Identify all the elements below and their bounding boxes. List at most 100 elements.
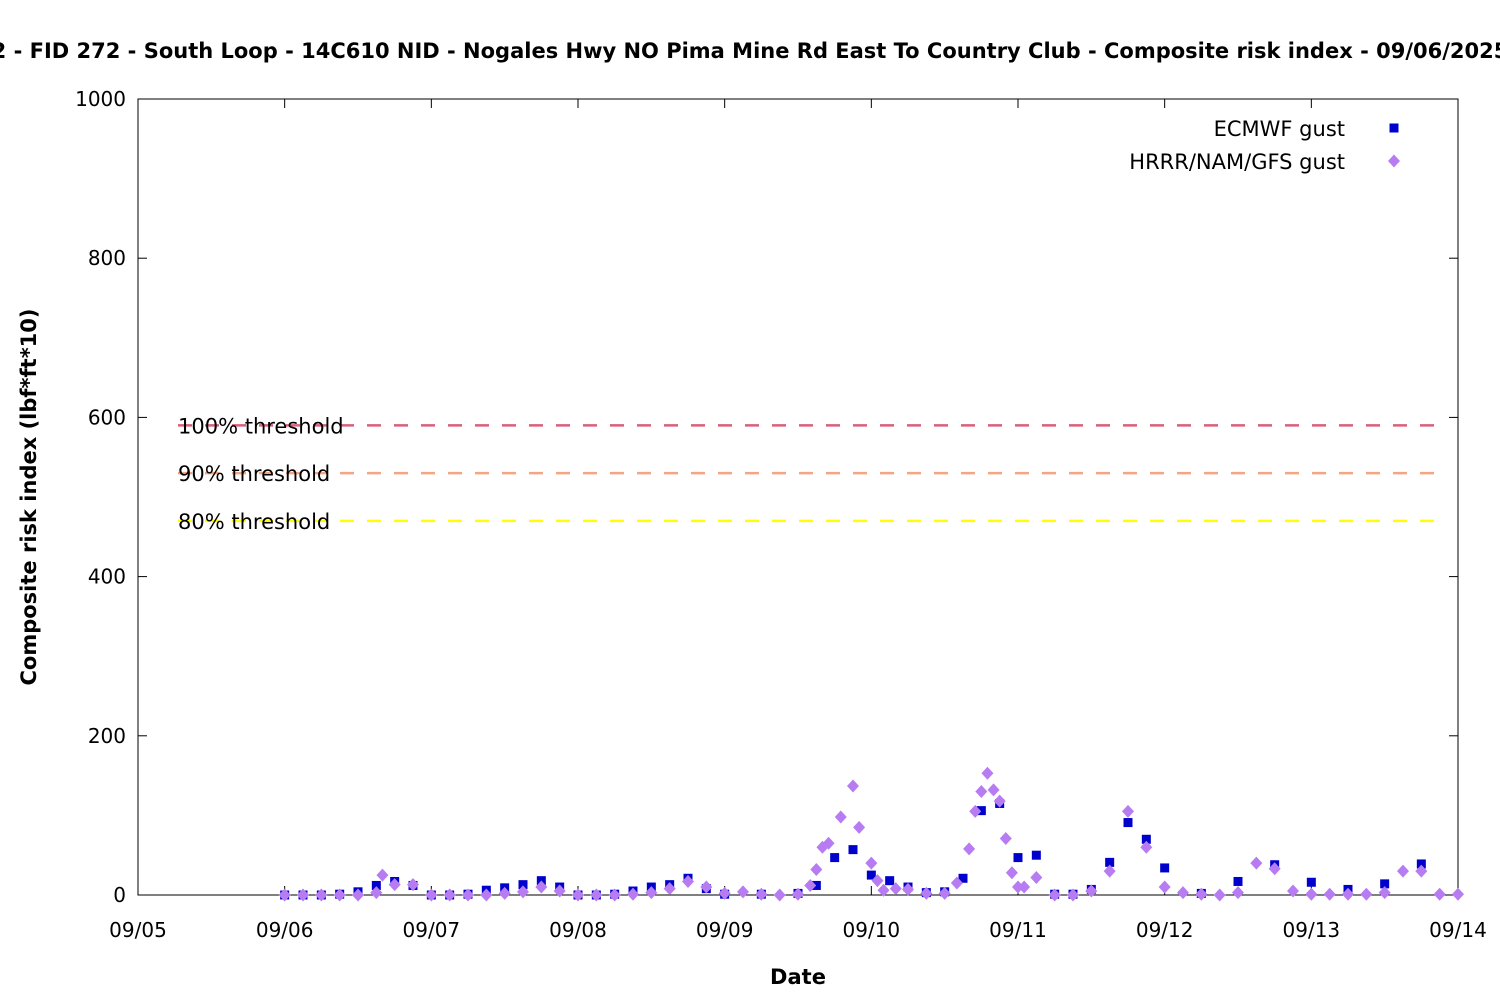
data-point bbox=[1415, 864, 1428, 878]
data-point bbox=[811, 880, 821, 890]
threshold-label: 80% threshold bbox=[178, 510, 330, 534]
series-hrrr bbox=[278, 766, 1464, 902]
data-point bbox=[1306, 877, 1316, 887]
x-tick-label: 09/05 bbox=[109, 918, 167, 942]
data-point bbox=[950, 876, 963, 890]
data-point bbox=[969, 804, 982, 818]
data-point bbox=[553, 884, 566, 898]
data-point bbox=[792, 887, 804, 901]
data-point bbox=[902, 882, 914, 896]
data-point bbox=[1158, 880, 1171, 894]
y-tick-label: 0 bbox=[113, 883, 126, 907]
y-axis: 0 200 400 600 800 1000 bbox=[75, 87, 1458, 907]
data-point bbox=[963, 842, 976, 856]
x-axis-label: Date bbox=[770, 965, 826, 989]
data-point bbox=[773, 888, 786, 902]
data-point bbox=[1141, 834, 1151, 844]
x-tick-label: 09/12 bbox=[1136, 918, 1194, 942]
data-point bbox=[865, 856, 878, 870]
data-point bbox=[737, 885, 749, 899]
data-point bbox=[498, 886, 511, 900]
data-point bbox=[518, 880, 528, 890]
data-point bbox=[866, 870, 876, 880]
threshold-label: 90% threshold bbox=[178, 462, 330, 486]
data-point bbox=[443, 888, 456, 902]
data-point bbox=[1433, 887, 1446, 901]
x-axis: 09/05 09/06 09/07 09/08 09/09 09/10 09/11 09/12… bbox=[109, 99, 1487, 942]
data-point bbox=[822, 836, 835, 850]
data-point bbox=[1233, 876, 1243, 886]
x-tick-label: 09/09 bbox=[696, 918, 754, 942]
data-point bbox=[1005, 866, 1018, 880]
data-point bbox=[834, 810, 847, 824]
data-point bbox=[1268, 862, 1281, 876]
data-point bbox=[682, 874, 694, 888]
data-point bbox=[1397, 864, 1409, 878]
data-point bbox=[718, 886, 731, 900]
data-point bbox=[1160, 863, 1170, 873]
data-point bbox=[663, 882, 676, 896]
x-tick-label: 09/11 bbox=[989, 918, 1047, 942]
data-point bbox=[1030, 870, 1043, 884]
data-point bbox=[1195, 887, 1208, 901]
data-point bbox=[1452, 887, 1464, 901]
data-point bbox=[975, 785, 988, 799]
x-tick-label: 09/10 bbox=[843, 918, 901, 942]
data-point bbox=[627, 887, 639, 901]
data-point bbox=[425, 888, 438, 902]
data-point bbox=[1177, 886, 1189, 900]
data-point bbox=[572, 888, 584, 902]
data-point bbox=[853, 820, 866, 834]
data-point bbox=[1123, 818, 1133, 828]
data-point bbox=[371, 880, 381, 890]
y-tick-label: 600 bbox=[88, 405, 126, 429]
data-point bbox=[608, 888, 621, 902]
data-point bbox=[1103, 864, 1116, 878]
legend-marker bbox=[1388, 154, 1400, 168]
data-point bbox=[1085, 884, 1098, 898]
data-point bbox=[1416, 859, 1426, 869]
data-point bbox=[810, 863, 823, 877]
data-point bbox=[1122, 804, 1134, 818]
data-point bbox=[645, 886, 658, 900]
x-tick-label: 09/14 bbox=[1429, 918, 1487, 942]
data-point bbox=[517, 885, 529, 899]
data-point bbox=[1360, 887, 1373, 901]
chart-title: 2 - FID 272 - South Loop - 14C610 NID - … bbox=[0, 39, 1500, 63]
data-point bbox=[278, 888, 291, 902]
data-point bbox=[1232, 886, 1244, 900]
data-point bbox=[871, 874, 884, 888]
data-point bbox=[755, 887, 768, 901]
data-point bbox=[920, 886, 933, 900]
legend: ECMWF gust HRRR/NAM/GFS gust bbox=[1129, 117, 1400, 174]
plot-area bbox=[137, 98, 1459, 896]
data-point bbox=[1213, 888, 1226, 902]
data-point bbox=[958, 873, 968, 883]
y-tick-label: 1000 bbox=[75, 87, 126, 111]
data-point bbox=[1250, 856, 1263, 870]
data-point bbox=[1018, 880, 1031, 894]
data-point bbox=[352, 888, 364, 902]
data-point bbox=[1140, 840, 1153, 854]
data-points bbox=[278, 766, 1464, 902]
data-point bbox=[1342, 887, 1354, 901]
data-point bbox=[848, 845, 858, 855]
x-tick-label: 09/06 bbox=[256, 918, 314, 942]
data-point bbox=[999, 831, 1012, 845]
x-tick-label: 09/07 bbox=[403, 918, 461, 942]
data-point bbox=[877, 883, 890, 897]
data-point bbox=[981, 766, 994, 780]
data-point bbox=[1031, 850, 1041, 860]
data-point bbox=[535, 880, 548, 894]
data-point bbox=[804, 878, 817, 892]
data-point bbox=[376, 868, 389, 882]
legend-marker bbox=[1389, 123, 1399, 133]
data-point bbox=[315, 888, 328, 902]
data-point bbox=[1012, 880, 1024, 894]
y-axis-label: Composite risk index (lbf*ft*10) bbox=[17, 308, 41, 685]
data-point bbox=[1378, 886, 1391, 900]
data-point bbox=[1287, 884, 1299, 898]
data-point bbox=[830, 853, 840, 863]
data-point bbox=[885, 876, 895, 886]
